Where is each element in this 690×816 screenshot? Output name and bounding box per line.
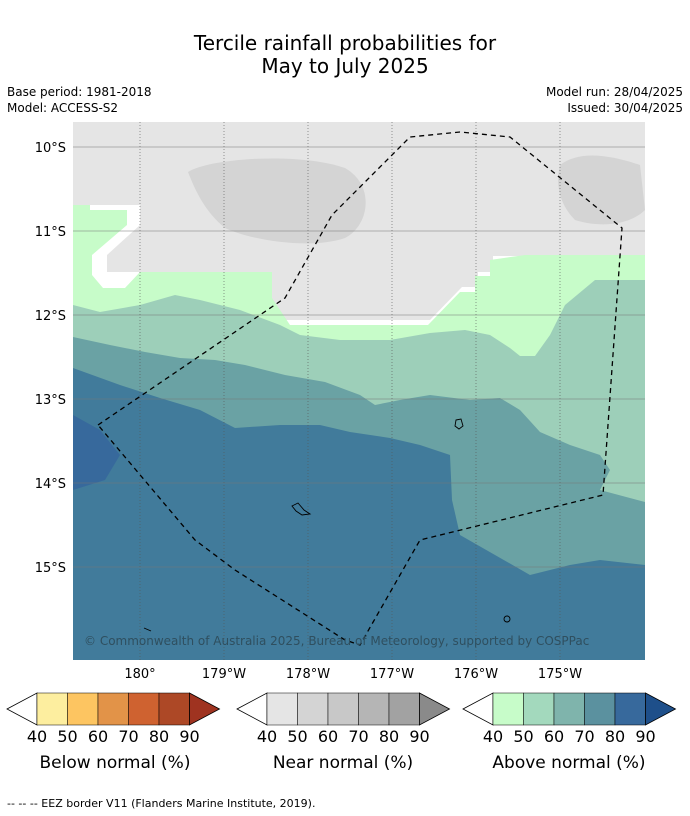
islands bbox=[143, 418, 511, 632]
near-normal-50-region-east bbox=[558, 155, 645, 225]
above-normal-80-region bbox=[73, 415, 120, 490]
colorbar-segment bbox=[553, 692, 585, 726]
lat-label: 15°S bbox=[35, 561, 66, 576]
colorbar-tick-label: 50 bbox=[287, 727, 308, 746]
lon-label: 178°W bbox=[286, 667, 330, 682]
colorbar-near-normal bbox=[236, 692, 451, 726]
colorbar-segment bbox=[492, 692, 524, 726]
island-west bbox=[143, 627, 152, 632]
colorbar-tick-label: 40 bbox=[482, 727, 504, 746]
colorbar-tick-label: 60 bbox=[87, 727, 109, 746]
colorbar-tick-label: 70 bbox=[574, 727, 595, 746]
lon-axis-labels: 180° 179°W 178°W 177°W 176°W 175°W bbox=[124, 667, 582, 682]
colorbar-segment bbox=[523, 692, 555, 726]
colorbar-tick-label: 80 bbox=[378, 727, 400, 746]
colorbar-min-extend bbox=[236, 692, 268, 726]
colorbar-max-extend bbox=[419, 692, 451, 726]
colorbar-segment bbox=[36, 692, 68, 726]
colorbar-segment bbox=[388, 692, 420, 726]
colorbar-segment bbox=[158, 692, 190, 726]
copyright-text: © Commonwealth of Australia 2025, Bureau… bbox=[84, 634, 589, 648]
map-regions bbox=[73, 122, 645, 660]
colorbar-tick-label: 40 bbox=[26, 727, 48, 746]
colorbar-segment bbox=[128, 692, 160, 726]
gridlines-lat bbox=[73, 146, 645, 568]
colorbar-tick-label: 60 bbox=[543, 727, 565, 746]
colorbar-tick-label: 70 bbox=[348, 727, 369, 746]
lon-label: 175°W bbox=[538, 667, 582, 682]
colorbar-tick-label: 70 bbox=[118, 727, 139, 746]
island-small bbox=[503, 615, 511, 623]
colorbar-segment bbox=[584, 692, 616, 726]
colorbar-below-normal bbox=[6, 692, 221, 726]
lat-label: 13°S bbox=[35, 393, 66, 408]
colorbar-above-normal bbox=[462, 692, 677, 726]
lon-label: 176°W bbox=[454, 667, 498, 682]
colorbar-segment bbox=[297, 692, 329, 726]
colorbar-tick-label: 90 bbox=[409, 727, 430, 746]
colorbar-tick-label: 80 bbox=[148, 727, 170, 746]
lon-label: 179°W bbox=[202, 667, 246, 682]
below-normal-label: Below normal (%) bbox=[39, 753, 191, 773]
title-line-2: May to July 2025 bbox=[261, 54, 429, 78]
above-normal-70-region bbox=[73, 368, 645, 660]
near-normal-50-region-west bbox=[188, 158, 366, 244]
lat-label: 11°S bbox=[35, 225, 66, 240]
rainfall-map: 10°S 11°S 12°S 13°S 14°S 15°S 180° 179°W… bbox=[35, 122, 645, 682]
island-south bbox=[291, 502, 312, 516]
colorbar-tick-label: 90 bbox=[635, 727, 656, 746]
colorbar-max-extend bbox=[189, 692, 221, 726]
colorbar-max-extend bbox=[645, 692, 677, 726]
colorbar-tick-label: 40 bbox=[256, 727, 278, 746]
lat-label: 12°S bbox=[35, 309, 66, 324]
colorbar-segment bbox=[327, 692, 359, 726]
model-text: Model: ACCESS-S2 bbox=[7, 101, 119, 115]
colorbar-min-extend bbox=[462, 692, 494, 726]
colorbar-tick-label: 90 bbox=[179, 727, 200, 746]
lat-label: 10°S bbox=[35, 141, 66, 156]
eez-border bbox=[97, 131, 623, 646]
colorbar-tick-label: 80 bbox=[604, 727, 626, 746]
near-normal-label: Near normal (%) bbox=[272, 753, 414, 773]
colorbar-segment bbox=[97, 692, 129, 726]
lon-label: 180° bbox=[124, 667, 155, 682]
colorbar-tick-label: 50 bbox=[513, 727, 534, 746]
colorbar-segment bbox=[266, 692, 298, 726]
colorbars bbox=[6, 692, 677, 726]
title-line-1: Tercile rainfall probabilities for bbox=[193, 31, 497, 55]
colorbar-tick-label: 50 bbox=[57, 727, 78, 746]
colorbar-segment bbox=[358, 692, 390, 726]
island-east bbox=[454, 418, 464, 430]
lat-label: 14°S bbox=[35, 477, 66, 492]
colorbar-min-extend bbox=[6, 692, 38, 726]
issued-text: Issued: 30/04/2025 bbox=[567, 101, 683, 115]
above-normal-label: Above normal (%) bbox=[492, 753, 646, 773]
base-period-text: Base period: 1981-2018 bbox=[7, 85, 152, 99]
colorbar-tick-label: 60 bbox=[317, 727, 339, 746]
colorbar-segment bbox=[614, 692, 646, 726]
colorbar-segment bbox=[67, 692, 99, 726]
lat-axis-labels: 10°S 11°S 12°S 13°S 14°S 15°S bbox=[35, 141, 66, 576]
eez-legend-text: -- -- -- EEZ border V11 (Flanders Marine… bbox=[7, 797, 316, 810]
lon-label: 177°W bbox=[370, 667, 414, 682]
model-run-text: Model run: 28/04/2025 bbox=[545, 85, 683, 99]
